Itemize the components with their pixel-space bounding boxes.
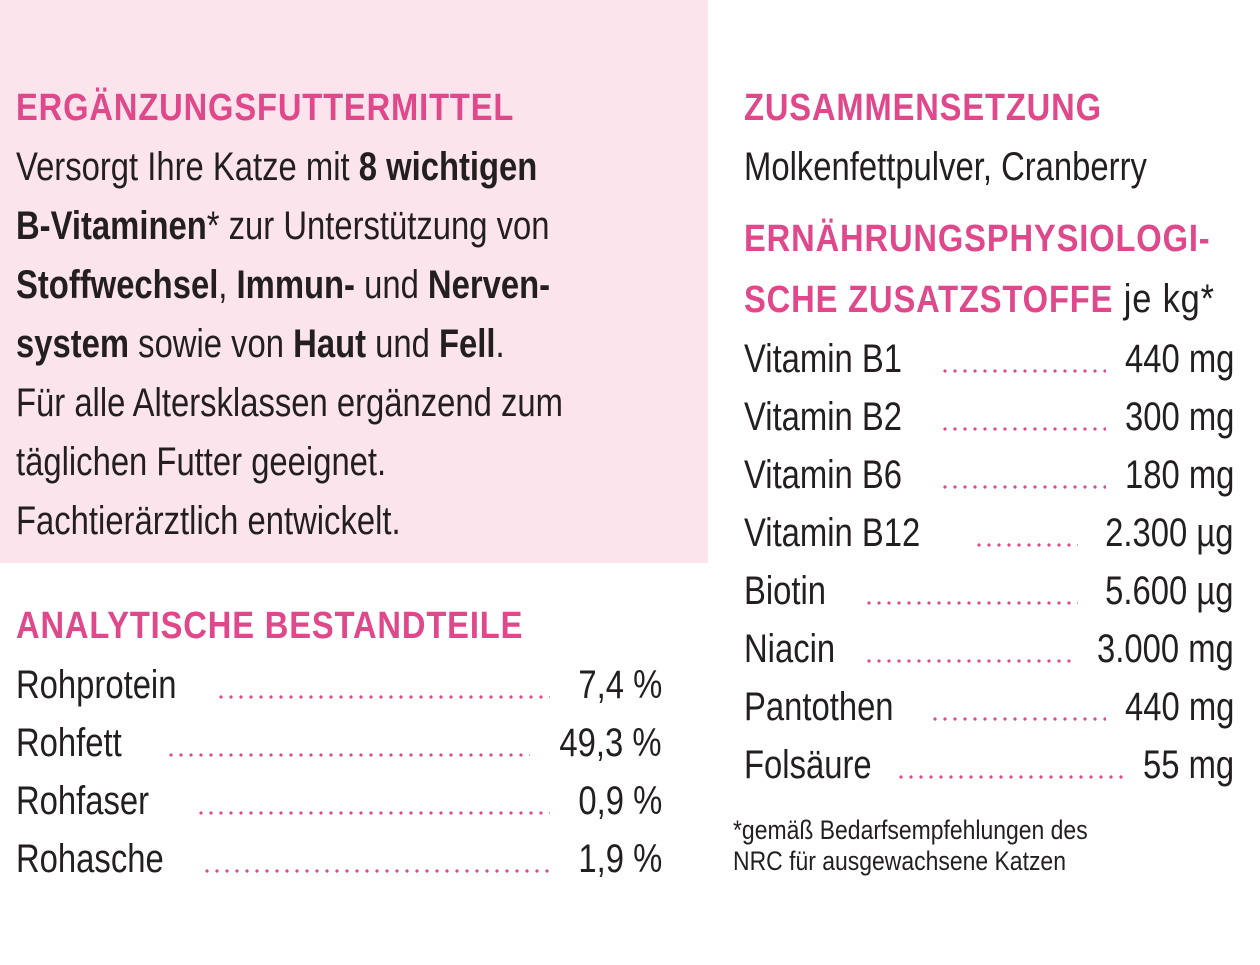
row-label: Vitamin B12 — [744, 511, 921, 555]
analysis-section: ANALYTISCHE BESTANDTEILE Rohprotein 7,4 … — [16, 596, 662, 888]
leader-dots — [864, 600, 1078, 606]
desc-bold: system — [16, 322, 130, 366]
description: Versorgt Ihre Katze mit 8 wichtigen B-Vi… — [16, 138, 563, 551]
row-value: 49,3 % — [559, 721, 662, 765]
leader-dots — [216, 694, 550, 700]
composition-heading: ZUSAMMENSETZUNG — [744, 87, 1102, 129]
row-label: Niacin — [744, 627, 836, 671]
desc-bold: Immun- — [236, 263, 355, 307]
row-value: 2.300 µg — [1105, 511, 1234, 555]
leader-dots — [930, 716, 1106, 722]
desc-line: Für alle Altersklassen ergänzend zum — [16, 381, 563, 425]
row-value: 440 mg — [1124, 685, 1234, 729]
desc-text: Versorgt Ihre Katze mit — [16, 145, 359, 189]
leader-dots — [196, 810, 550, 816]
row-label: Rohasche — [16, 837, 164, 881]
additives-heading-text: SCHE ZUSATZSTOFFE — [744, 279, 1114, 321]
additive-row: Vitamin B2 300 mg — [744, 388, 1234, 446]
row-value: 55 mg — [1142, 743, 1234, 787]
desc-bold: B-Vitaminen — [16, 204, 207, 248]
row-value: 5.600 µg — [1105, 569, 1234, 613]
left-column: ERGÄNZUNGSFUTTERMITTEL Versorgt Ihre Kat… — [16, 78, 683, 551]
analysis-heading: ANALYTISCHE BESTANDTEILE — [16, 605, 524, 647]
highlight-box — [0, 0, 708, 563]
desc-text: und — [354, 263, 428, 307]
desc-text: und — [366, 322, 439, 366]
additive-row: Biotin 5.600 µg — [744, 562, 1234, 620]
footnote-line: NRC für ausgewachsene Katzen — [733, 846, 1066, 876]
row-value: 3.000 mg — [1097, 627, 1234, 671]
desc-bold: Haut — [293, 322, 367, 366]
row-value: 300 mg — [1124, 395, 1234, 439]
row-label: Vitamin B1 — [744, 337, 903, 381]
row-label: Vitamin B2 — [744, 395, 903, 439]
leader-dots — [202, 868, 550, 874]
analysis-row: Rohfett 49,3 % — [16, 714, 662, 772]
desc-text: * zur Unterstützung von — [206, 204, 550, 248]
additive-row: Folsäure 55 mg — [744, 736, 1234, 794]
footnote-line: *gemäß Bedarfsempfehlungen des — [733, 815, 1088, 845]
desc-bold: Nerven- — [427, 263, 551, 307]
footnote: *gemäß Bedarfsempfehlungen des NRC für a… — [733, 815, 1088, 877]
leader-dots — [940, 484, 1106, 490]
row-value: 0,9 % — [578, 779, 662, 823]
leader-dots — [896, 774, 1124, 780]
desc-text: , — [218, 263, 237, 307]
row-label: Rohfett — [16, 721, 122, 765]
analysis-row: Rohfaser 0,9 % — [16, 772, 662, 830]
row-value: 7,4 % — [578, 663, 662, 707]
additive-row: Vitamin B12 2.300 µg — [744, 504, 1234, 562]
analysis-row: Rohasche 1,9 % — [16, 830, 662, 888]
composition-text: Molkenfettpulver, Cranberry — [744, 145, 1147, 189]
right-column: ZUSAMMENSETZUNG Molkenfettpulver, Cranbe… — [744, 78, 1234, 794]
desc-text: . — [495, 322, 505, 366]
row-value: 440 mg — [1124, 337, 1234, 381]
desc-line: Fachtierärztlich entwickelt. — [16, 499, 401, 543]
feed-type-heading: ERGÄNZUNGSFUTTERMITTEL — [16, 87, 515, 129]
additives-heading: ERNÄHRUNGSPHYSIOLOGI- — [744, 218, 1211, 260]
leader-dots — [864, 658, 1072, 664]
desc-line: täglichen Futter geeignet. — [16, 440, 387, 484]
leader-dots — [940, 426, 1106, 432]
desc-bold: Stoffwechsel — [16, 263, 219, 307]
additive-row: Vitamin B6 180 mg — [744, 446, 1234, 504]
additives-heading-line2: SCHE ZUSATZSTOFFE je kg* — [744, 269, 1214, 330]
row-value: 1,9 % — [578, 837, 662, 881]
row-label: Rohfaser — [16, 779, 150, 823]
row-label: Folsäure — [744, 743, 872, 787]
leader-dots — [940, 368, 1106, 374]
row-label: Vitamin B6 — [744, 453, 903, 497]
analysis-row: Rohprotein 7,4 % — [16, 656, 662, 714]
row-label: Pantothen — [744, 685, 894, 729]
leader-dots — [166, 752, 530, 758]
additive-row: Niacin 3.000 mg — [744, 620, 1234, 678]
row-label: Biotin — [744, 569, 827, 613]
additive-row: Vitamin B1 440 mg — [744, 330, 1234, 388]
desc-bold: Fell — [438, 322, 496, 366]
leader-dots — [974, 542, 1078, 548]
row-value: 180 mg — [1124, 453, 1234, 497]
additives-unit: je kg* — [1113, 277, 1215, 321]
desc-text: sowie von — [129, 322, 294, 366]
desc-bold: 8 wichtigen — [358, 145, 538, 189]
additive-row: Pantothen 440 mg — [744, 678, 1234, 736]
row-label: Rohprotein — [16, 663, 177, 707]
